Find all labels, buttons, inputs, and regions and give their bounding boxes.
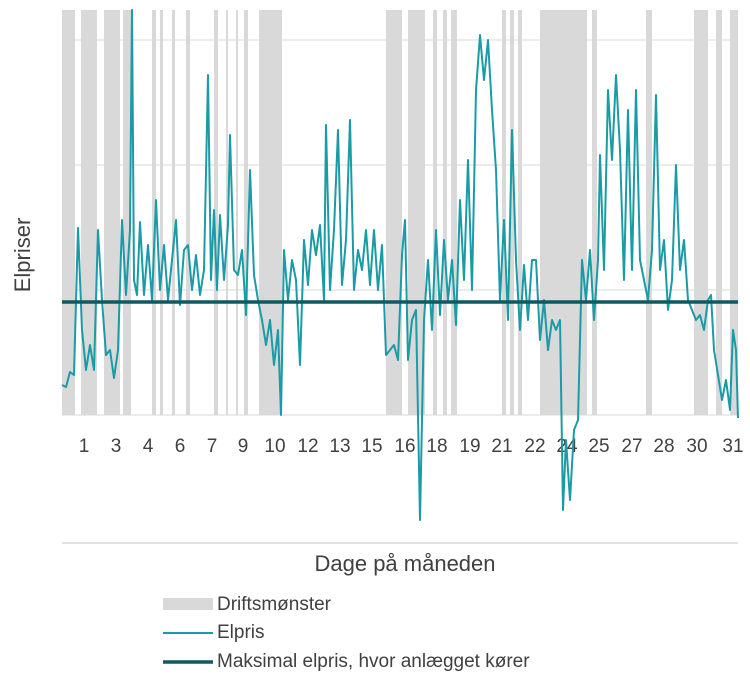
operating-band [451,10,457,415]
operating-band [123,10,131,415]
legend-swatch [163,598,213,610]
x-axis-label: Dage på måneden [314,551,495,576]
operating-band [104,10,120,415]
legend-label: Driftsmønster [217,594,332,615]
operating-band [236,10,238,415]
x-tick-label: 19 [459,436,480,457]
operating-band [244,10,248,415]
operating-band [214,10,218,415]
x-tick-label: 12 [297,436,318,457]
x-tick-label: 16 [394,436,415,457]
x-tick-label: 28 [653,436,674,457]
x-tick-label: 6 [175,436,186,457]
price-line [61,9,739,521]
legend-label: Maksimal elpris, hvor anlægget kører [217,651,530,672]
operating-band [443,10,447,415]
x-tick-label: 21 [491,436,512,457]
x-tick-label: 27 [621,436,642,457]
x-tick-label: 7 [207,436,218,457]
x-tick-label: 31 [722,436,743,457]
operating-band [172,10,175,415]
operating-band [152,10,156,415]
operating-band [518,10,522,415]
operating-band [716,10,722,415]
operating-band [62,10,75,415]
x-tick-label: 3 [111,436,122,457]
operating-band [408,10,425,415]
x-tick-label: 13 [329,436,350,457]
x-tick-label: 30 [686,436,707,457]
legend-label: Elpris [217,622,265,643]
operating-band [433,10,437,415]
operating-band [160,10,163,415]
x-tick-label: 1 [79,436,90,457]
operating-band [510,10,514,415]
x-tick-label: 25 [588,436,609,457]
x-tick-label: 4 [143,436,154,457]
x-tick-label: 22 [524,436,545,457]
operating-band [730,10,738,415]
x-tick-label: 10 [264,436,285,457]
operating-band [81,10,97,415]
operating-band [259,10,282,415]
operating-band [592,10,597,415]
x-tick-label: 9 [238,436,249,457]
x-tick-label: 18 [426,436,447,457]
operating-band [646,10,652,415]
operating-band [186,10,190,415]
operating-band [502,10,506,415]
operating-band [226,10,228,415]
x-tick-label: 15 [361,436,382,457]
y-axis-label: Elpriser [10,218,35,293]
operating-band [386,10,402,415]
operating-band [694,10,708,415]
